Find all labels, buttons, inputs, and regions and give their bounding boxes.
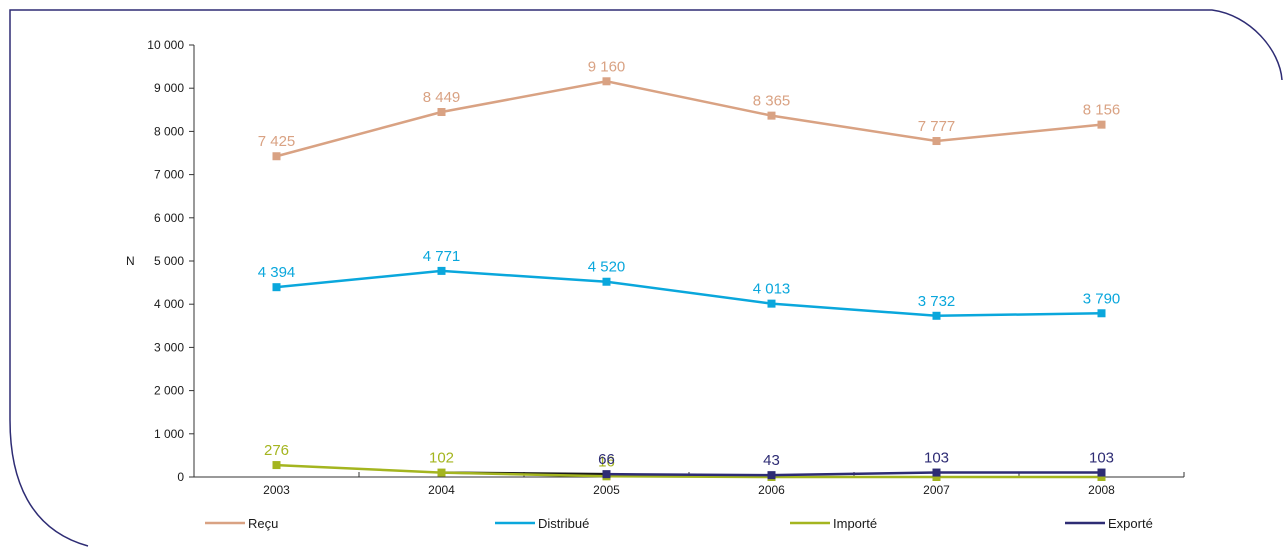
- data-point-marker: [272, 152, 281, 161]
- y-tick-label: 7 000: [154, 168, 184, 182]
- data-point-marker: [1097, 309, 1106, 318]
- data-label: 8 365: [753, 93, 791, 110]
- y-tick-label: 1 000: [154, 427, 184, 441]
- data-point-marker: [932, 311, 941, 320]
- x-tick-label: 2007: [923, 483, 950, 497]
- y-tick-label: 4 000: [154, 297, 184, 311]
- legend-label: Reçu: [248, 516, 278, 531]
- x-tick-label: 2008: [1088, 483, 1115, 497]
- data-point-marker: [767, 471, 776, 480]
- y-tick-label: 6 000: [154, 211, 184, 225]
- data-point-marker: [932, 137, 941, 146]
- data-labels: 7 425 8 449 9 160 8 365 7 777 8 156 4 394 4 771…: [258, 58, 1121, 470]
- data-point-marker: [767, 299, 776, 308]
- data-point-marker: [272, 283, 281, 292]
- series-line-0: [276, 80, 1102, 158]
- data-label: 43: [763, 452, 780, 469]
- y-tick-label: 8 000: [154, 124, 184, 138]
- legend-label: Importé: [833, 516, 877, 531]
- y-tick-label: 3 000: [154, 340, 184, 354]
- x-tick-label: 2006: [758, 483, 785, 497]
- series-lines: [276, 80, 1102, 479]
- y-tick-label: 0: [177, 470, 184, 484]
- chart-frame-border: [9, 9, 1283, 547]
- data-label: 276: [264, 442, 289, 459]
- y-tick-label: 10 000: [147, 38, 184, 52]
- series-markers: [272, 77, 1106, 481]
- data-point-marker: [1097, 473, 1106, 481]
- x-tick-label: 2004: [428, 483, 455, 497]
- data-point-marker: [932, 468, 941, 477]
- data-label: 66: [598, 451, 615, 468]
- data-label: 103: [924, 450, 949, 467]
- data-label: 4 394: [258, 264, 296, 281]
- legend-label: Exporté: [1108, 516, 1153, 531]
- y-tick-label: 2 000: [154, 384, 184, 398]
- x-tick-label: 2005: [593, 483, 620, 497]
- y-axis-title: N: [126, 254, 135, 268]
- data-label: 3 790: [1083, 290, 1121, 307]
- data-label: 103: [1089, 450, 1114, 467]
- data-label: 4 771: [423, 248, 461, 265]
- data-label: 3 732: [918, 293, 956, 310]
- data-point-marker: [437, 468, 446, 477]
- data-point-marker: [1097, 468, 1106, 477]
- data-point-marker: [602, 277, 611, 286]
- x-tick-label: 2003: [263, 483, 290, 497]
- data-label: 9 160: [588, 58, 626, 75]
- data-point-marker: [767, 111, 776, 120]
- data-point-marker: [1097, 120, 1106, 129]
- data-label: 16: [598, 453, 615, 470]
- series-line-1: [276, 269, 1102, 318]
- y-ticks: 0 1 000 2 000 3 000 4 000 5 000 6 000 7 000 8 00…: [147, 38, 194, 484]
- series-line-2: [276, 463, 1102, 479]
- axes: [193, 45, 1184, 478]
- data-point-marker: [437, 108, 446, 117]
- y-tick-label: 9 000: [154, 81, 184, 95]
- legend-label: Distribué: [538, 516, 589, 531]
- data-label: 8 449: [423, 89, 461, 106]
- data-point-marker: [932, 473, 941, 481]
- data-label: 4 013: [753, 281, 791, 298]
- data-label: 102: [429, 450, 454, 467]
- data-label: 7 777: [918, 118, 956, 135]
- data-point-marker: [602, 77, 611, 86]
- legend: Reçu Distribué Importé Exporté: [205, 516, 1153, 531]
- x-ticks: 2003 2004 2005 2006 2007 2008: [193, 472, 1185, 497]
- y-tick-label: 5 000: [154, 254, 184, 268]
- data-label: 8 156: [1083, 102, 1121, 119]
- data-point-marker: [437, 266, 446, 275]
- data-label: 4 520: [588, 259, 626, 276]
- data-point-marker: [272, 461, 281, 470]
- data-point-marker: [602, 470, 611, 479]
- data-label: 7 425: [258, 133, 296, 150]
- series-line-3: [606, 471, 1102, 477]
